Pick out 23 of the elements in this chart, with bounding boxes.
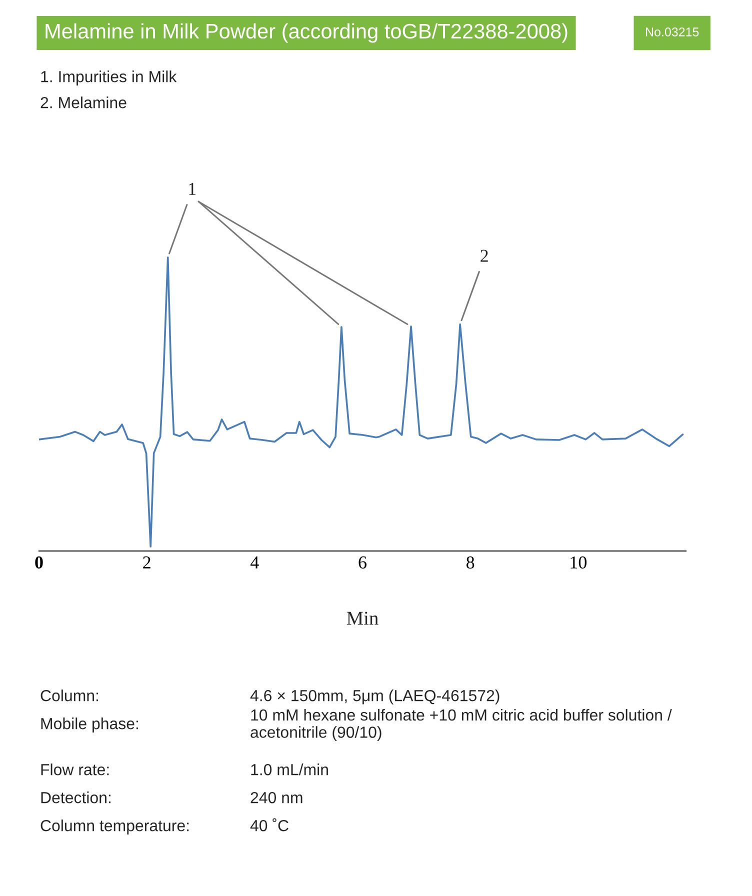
text: 4.6 × 150mm, 5μm (LAEQ-461572) <box>250 690 500 704</box>
text: Flow rate: <box>41 764 109 776</box>
x-tick-label: 4 <box>250 556 259 568</box>
text: Column temperature: <box>40 820 189 834</box>
text: Detection: <box>41 792 110 804</box>
x-axis-title: Min <box>346 612 378 625</box>
x-tick-label: 6 <box>358 556 366 569</box>
text: 1.0 mL/min <box>251 764 328 776</box>
text: Column: <box>40 690 98 702</box>
text: 240 nm <box>250 792 302 804</box>
x-tick-label: 8 <box>466 556 474 569</box>
text: 2. Melamine <box>40 96 126 108</box>
text: Mobile phase: <box>41 718 138 732</box>
chart-title: Melamine in Milk Powder (according toGB/T22388-2008) <box>46 23 568 43</box>
text: 40 ˚C <box>250 818 288 832</box>
annotation: 1 <box>189 182 196 195</box>
x-tick-label: 2 <box>143 556 150 568</box>
text: 1. Impurities in Milk <box>41 70 177 86</box>
text: 10 mM hexane sulfonate +10 mM citric acid buffer solution / acetonitrile (90/10) <box>250 708 672 742</box>
x-tick-label: 0 <box>35 556 43 569</box>
chart-subtitle: No.03215 <box>646 28 699 36</box>
x-tick-label: 10 <box>570 556 587 569</box>
annotation: 2 <box>480 250 488 262</box>
